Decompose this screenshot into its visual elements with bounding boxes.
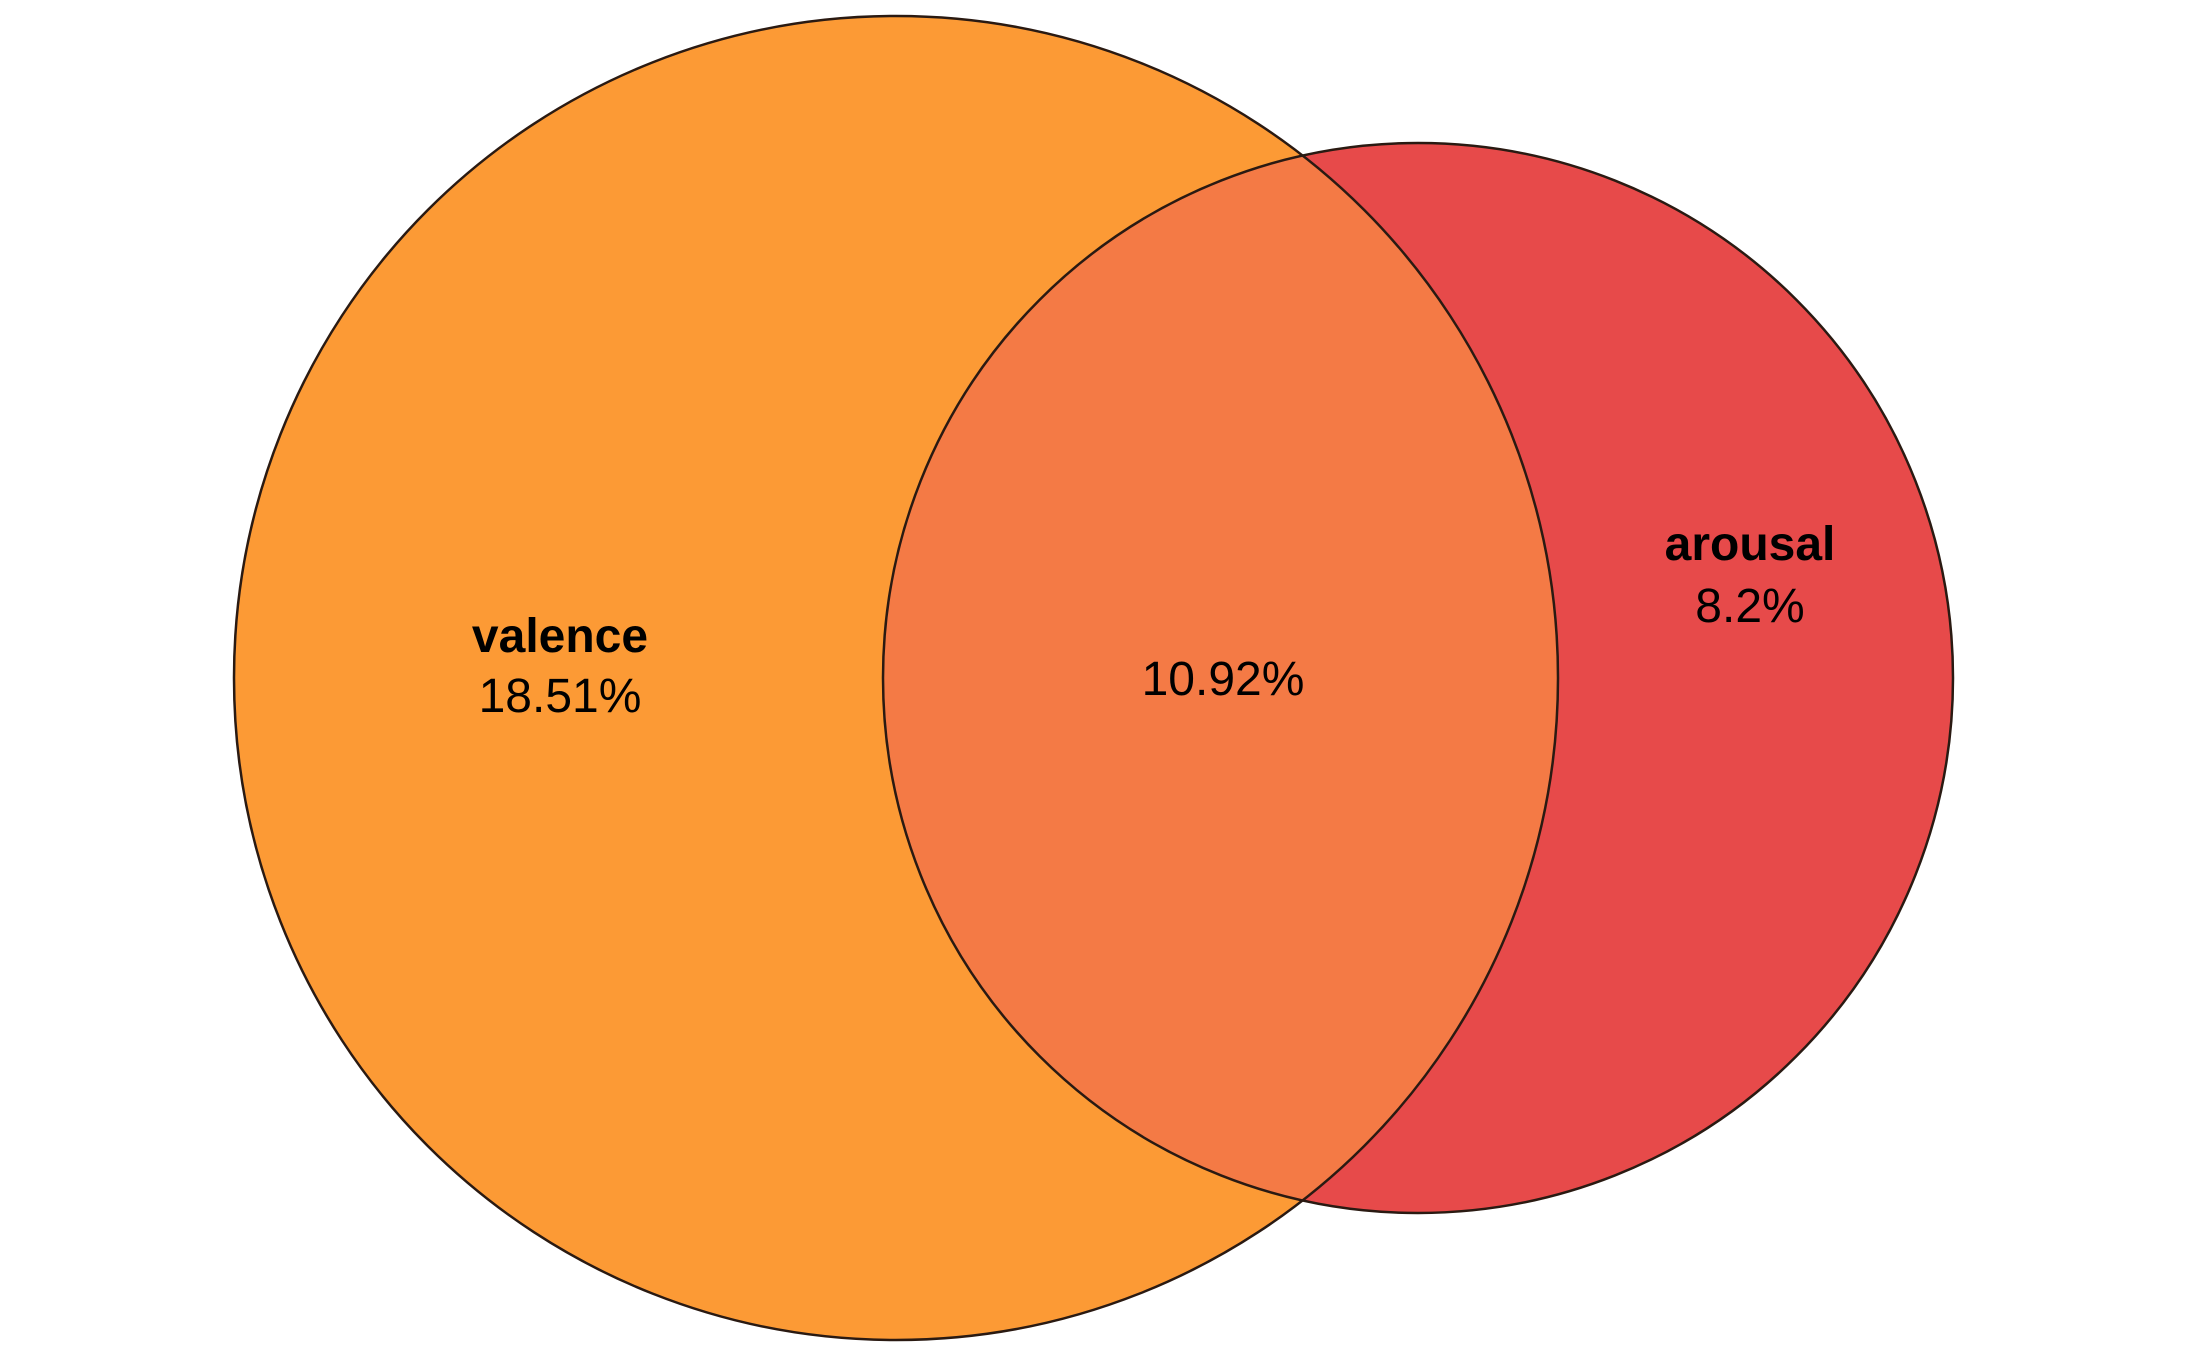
- arousal-label: arousal: [1665, 518, 1836, 571]
- valence-label: valence: [472, 610, 648, 663]
- overlap-region: [883, 143, 1558, 1213]
- arousal-value: 8.2%: [1695, 580, 1804, 633]
- valence-value: 18.51%: [479, 670, 642, 723]
- valence-outline: [232, 14, 1560, 1342]
- overlap-value: 10.92%: [1142, 653, 1305, 706]
- arousal-outline: [881, 141, 1955, 1215]
